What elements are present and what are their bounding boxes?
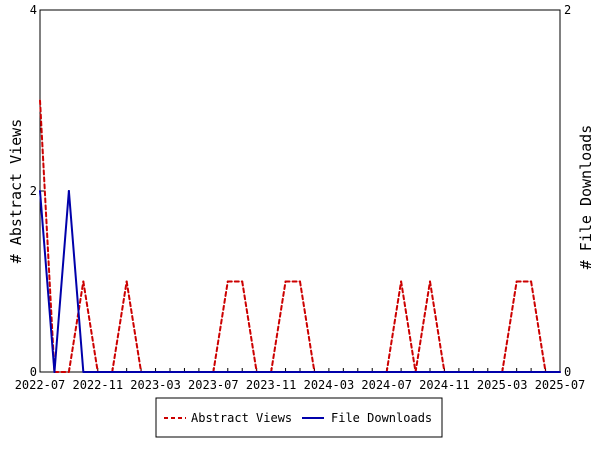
series-file-downloads xyxy=(39,190,561,373)
x-tick-label: 2022-11 xyxy=(72,378,123,392)
x-tick-label: 2023-03 xyxy=(130,378,181,392)
x-tick-label: 2025-03 xyxy=(477,378,528,392)
series-segment-abstract-views xyxy=(530,280,547,373)
x-tick-label: 2024-11 xyxy=(419,378,470,392)
series-segment-abstract-views xyxy=(414,280,431,373)
series-segment-abstract-views xyxy=(82,280,99,373)
x-tick-label: 2022-07 xyxy=(15,378,66,392)
series-segment-abstract-views xyxy=(270,280,287,373)
series-segment-abstract-views xyxy=(299,280,316,373)
left-y-tick-label: 4 xyxy=(30,3,37,17)
series-segment-abstract-views xyxy=(429,280,446,373)
series-segment-abstract-views xyxy=(241,280,258,373)
right-y-tick-label: 0 xyxy=(564,365,571,379)
series-layer xyxy=(39,99,561,373)
left-y-tick-label: 2 xyxy=(30,184,37,198)
x-tick-label: 2025-07 xyxy=(535,378,586,392)
series-segment-abstract-views xyxy=(212,280,229,373)
series-segment-file-downloads xyxy=(67,190,85,373)
legend: Abstract Views File Downloads xyxy=(155,397,443,438)
series-segment-abstract-views xyxy=(125,280,143,373)
plot-frame xyxy=(39,9,561,373)
legend-box xyxy=(155,397,443,438)
series-segment-file-downloads xyxy=(53,190,70,373)
series-segment-abstract-views xyxy=(39,99,56,373)
x-tick-label: 2024-03 xyxy=(304,378,355,392)
legend-label-file-downloads: File Downloads xyxy=(331,411,432,425)
x-tick-label: 2023-07 xyxy=(188,378,239,392)
legend-label-abstract-views: Abstract Views xyxy=(191,411,292,425)
series-segment-abstract-views xyxy=(67,280,85,373)
x-ticks: 2022-07 2022-11 2023-03 2023-07 2023-11 2024-… xyxy=(15,368,586,392)
x-tick-label: 2024-07 xyxy=(361,378,412,392)
series-segment-abstract-views xyxy=(111,280,128,373)
left-y-tick-label: 0 xyxy=(30,365,37,379)
series-segment-abstract-views xyxy=(385,280,403,373)
left-axis-label: # Abstract Views xyxy=(7,119,25,264)
series-segment-abstract-views xyxy=(400,280,417,373)
right-axis-label: # File Downloads xyxy=(577,125,595,270)
right-y-tick-label: 2 xyxy=(564,3,571,17)
x-tick-label: 2023-11 xyxy=(246,378,297,392)
series-segment-file-downloads xyxy=(39,190,56,373)
series-segment-abstract-views xyxy=(501,280,518,373)
